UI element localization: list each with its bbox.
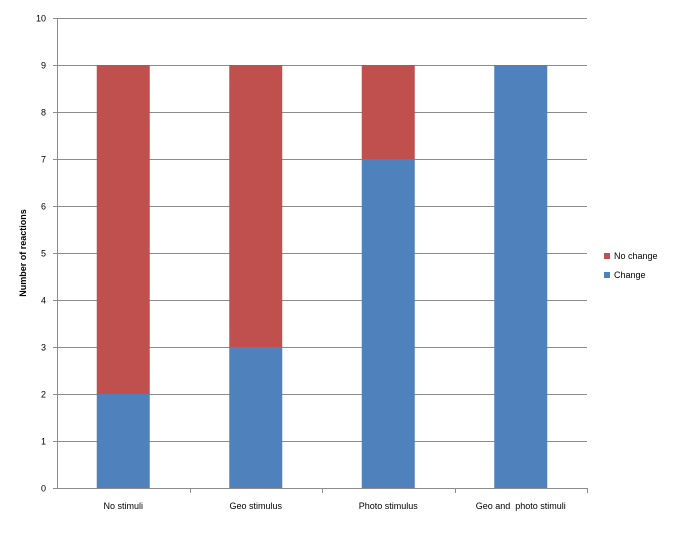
- y-tick-label: 3: [41, 343, 46, 353]
- legend: No change Change: [604, 251, 658, 280]
- bar-no-change-geo-stimulus: [229, 65, 283, 347]
- legend-swatch-change: [604, 272, 610, 278]
- axes: [57, 18, 588, 493]
- y-tick-label: 9: [41, 61, 46, 71]
- x-tick-labels: No stimuli Geo stimulus Photo stimulus Geo …: [103, 501, 565, 511]
- y-tick-label: 7: [41, 155, 46, 165]
- x-tick-label: No stimuli: [103, 501, 143, 511]
- y-tick-label: 2: [41, 390, 46, 400]
- legend-swatch-no-change: [604, 253, 610, 259]
- bar-no-change-no-stimuli: [96, 65, 150, 394]
- y-tick-label: 8: [41, 108, 46, 118]
- bar-change-no-stimuli: [96, 394, 150, 488]
- legend-label-change: Change: [614, 270, 646, 280]
- y-tick-labels: 0 1 2 3 4 5 6 7 8 9 10: [36, 14, 46, 494]
- x-tick-label: Geo and photo stimuli: [476, 501, 566, 511]
- y-tick-label: 10: [36, 14, 46, 24]
- y-tick-label: 6: [41, 202, 46, 212]
- y-tick-label: 0: [41, 484, 46, 494]
- legend-label-no-change: No change: [614, 251, 658, 261]
- bar-change-photo-stimulus: [361, 159, 415, 488]
- y-tick-label: 1: [41, 437, 46, 447]
- y-tick-label: 4: [41, 296, 46, 306]
- x-tick-label: Photo stimulus: [359, 501, 419, 511]
- x-tick-label: Geo stimulus: [229, 501, 282, 511]
- bar-change-geo-stimulus: [229, 347, 283, 488]
- y-tick-label: 5: [41, 249, 46, 259]
- bar-change-geo-and-photo-stimuli: [494, 65, 548, 488]
- bars: [96, 65, 548, 488]
- y-axis-title: Number of reactions: [18, 209, 28, 297]
- bar-no-change-photo-stimulus: [361, 65, 415, 159]
